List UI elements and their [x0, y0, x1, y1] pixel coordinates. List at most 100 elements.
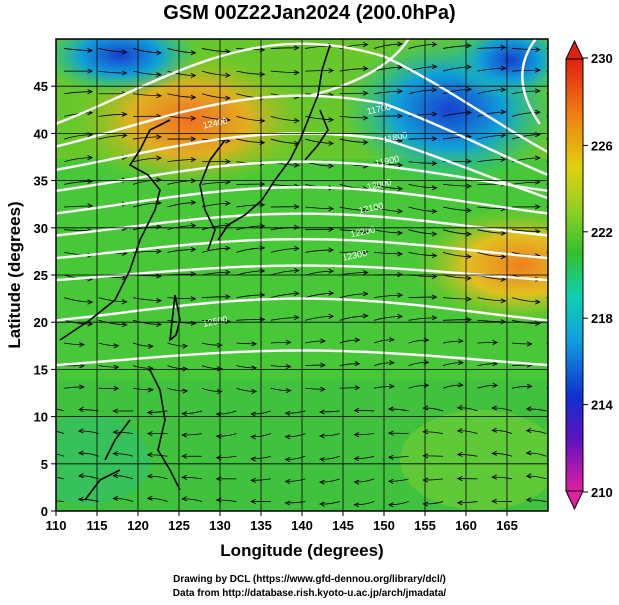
streamline [305, 340, 325, 344]
streamline-arrow [387, 406, 394, 412]
streamline-arrow [397, 251, 404, 257]
streamline-arrow [362, 90, 369, 96]
streamline-arrow [182, 388, 189, 394]
streamline [511, 134, 540, 140]
streamline [442, 384, 463, 389]
streamline [457, 430, 478, 434]
streamline [374, 90, 403, 95]
colorbar: 230 226 222 218 214 210 [565, 39, 613, 511]
streamline [182, 476, 203, 480]
streamline [442, 340, 463, 344]
streamline [201, 70, 230, 76]
streamline [305, 249, 334, 253]
streamline [98, 365, 119, 368]
streamline [374, 206, 403, 212]
streamline-arrow [362, 228, 369, 234]
streamline [408, 229, 437, 235]
y-axis-ticks: 0 5 10 15 20 25 30 35 40 45 [34, 79, 56, 519]
streamline-arrow [225, 95, 231, 101]
streamline [182, 498, 203, 502]
streamline [285, 433, 306, 438]
streamline-arrow [466, 110, 472, 116]
streamline [270, 116, 299, 122]
streamline-arrow [525, 406, 532, 412]
streamline-arrow [284, 457, 291, 463]
streamline [201, 319, 230, 322]
streamline [236, 319, 265, 321]
streamline-arrow [147, 343, 154, 349]
streamline [408, 183, 437, 189]
streamline [408, 317, 437, 321]
streamline [285, 478, 306, 482]
streamline-arrow [500, 254, 507, 260]
streamline [442, 297, 471, 300]
streamline [374, 315, 403, 321]
streamline [374, 294, 403, 299]
streamline-arrow [492, 339, 499, 345]
streamline-arrow [146, 495, 153, 501]
streamline-arrow [535, 204, 541, 210]
streamline [339, 315, 368, 321]
streamline-arrow [182, 366, 189, 372]
streamline [98, 134, 127, 140]
streamline-arrow [112, 495, 119, 501]
streamline [147, 454, 168, 457]
streamline-arrow [500, 65, 507, 71]
streamline [98, 274, 127, 279]
streamline [374, 251, 403, 255]
streamline-arrow [318, 409, 325, 415]
streamline [113, 475, 134, 480]
streamline-arrow [250, 411, 256, 417]
streamline-arrow [225, 294, 231, 300]
height-contour [521, 39, 541, 125]
streamline [511, 364, 532, 367]
streamline-arrow [190, 115, 197, 121]
streamline-arrow [389, 383, 395, 389]
streamline-arrow [535, 155, 541, 161]
streamline [132, 70, 161, 76]
x-tick-label: 125 [168, 518, 190, 533]
streamline-arrow [456, 428, 463, 434]
x-tick-label: 155 [414, 518, 436, 533]
streamline-arrow [535, 88, 541, 94]
streamline [270, 387, 291, 391]
streamline [305, 206, 334, 210]
streamline [167, 202, 196, 208]
streamline [388, 408, 409, 412]
streamline [270, 270, 299, 276]
streamline-arrow [353, 432, 360, 438]
streamline [526, 430, 547, 434]
streamline-arrow [250, 477, 256, 483]
streamline [167, 93, 196, 98]
streamline [339, 92, 368, 95]
streamline [113, 431, 134, 434]
streamline-arrow [146, 431, 153, 437]
streamline [216, 455, 237, 459]
streamline-arrow [431, 87, 438, 93]
streamline-arrow [500, 87, 507, 93]
streamline-arrow [422, 405, 429, 411]
streamline-arrow [431, 294, 438, 300]
streamline-arrow [387, 430, 394, 436]
streamline-arrow [113, 364, 120, 370]
streamline-arrow [397, 162, 404, 168]
streamline-arrow [397, 292, 404, 298]
streamline-arrow [293, 315, 300, 321]
streamline [477, 206, 506, 210]
streamline-arrow [284, 479, 291, 485]
streamline-arrow [156, 155, 163, 161]
credit-line-2: Data from http://database.rish.kyoto-u.a… [172, 588, 447, 599]
streamline-arrow [466, 254, 472, 260]
streamline-arrow [328, 247, 335, 253]
streamline [442, 362, 463, 367]
streamline-arrow [397, 313, 404, 319]
streamline-arrow [284, 434, 291, 440]
streamline [64, 297, 93, 303]
streamline [492, 429, 513, 434]
streamline-arrow [422, 429, 429, 435]
streamline-arrow [362, 291, 369, 297]
streamline [477, 297, 506, 302]
streamline-arrow [500, 109, 507, 115]
streamline [132, 179, 161, 185]
streamline [236, 270, 265, 276]
